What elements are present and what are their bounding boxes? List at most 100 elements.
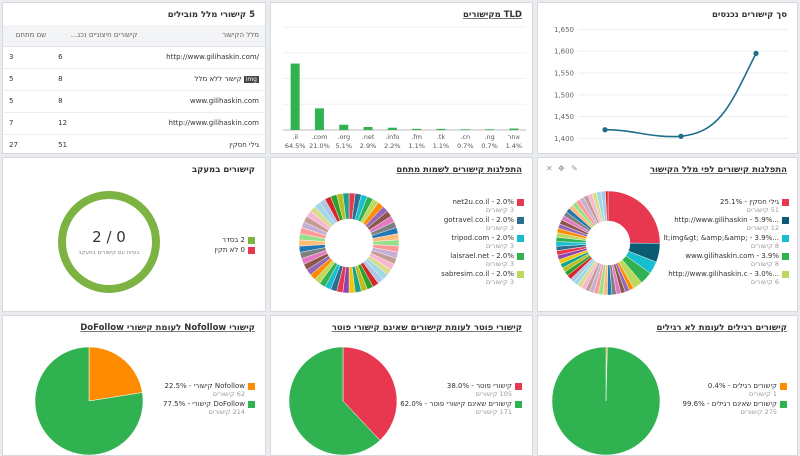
data-point[interactable] [602,127,608,133]
legend-count: 51 קישורים [746,206,779,214]
x-tick-label: .fm [411,133,422,141]
pie-slice[interactable] [342,346,398,441]
col-domains[interactable]: שם מתחם [3,25,53,47]
footer-pie-chart [288,346,398,455]
legend-item[interactable]: 0 לא תקין [214,246,255,254]
legend-item[interactable]: קישורים רגילים - 0.4% 1 קישורים [683,382,787,398]
legend-item[interactable]: www.gilihaskin.com - 3.9% 8 קישורים [663,252,789,268]
bar[interactable] [485,129,495,130]
legend-item[interactable]: קישורי פוטר - 38.0% 105 קישורים [400,382,522,398]
domains-count-cell: 3 [3,46,53,69]
bar[interactable] [314,108,324,130]
donut-slice[interactable] [605,190,609,222]
legend-swatch [248,383,255,390]
legend-label: net2u.co.il - 2.0% [452,198,515,206]
pie-slice[interactable] [88,346,143,402]
legend-count: 3 קישורים [485,224,514,232]
legend-item[interactable]: tripod.com - 2.0% 3 קישורים [441,234,524,250]
y-tick-label: 1,600 [554,48,574,56]
domains-count-cell: 7 [3,112,53,135]
anchor-text: קישור ללא מלל [194,75,242,83]
table-header-row: מלל הקישור קישורים חיצוניים נכנ... שם מת… [3,25,265,47]
table-row[interactable]: imgקישור ללא מלל 8 5 [3,68,265,91]
legend-count: 171 קישורים [475,408,512,416]
x-tick-label: .org [337,133,350,141]
legend-label: קישורים רגילים - 0.4% [707,382,777,390]
data-point[interactable] [678,133,684,139]
legend-item[interactable]: ...http://www.gilihaskin.c - 3.0% 6 קישור… [663,270,789,286]
legend-count: 214 קישורים [208,408,245,416]
links-count-cell: 51 [52,134,144,153]
bar[interactable] [460,129,470,130]
domains-donut-card: התפלגות קישורים לשמות מתחם net2u.co.il -… [270,157,533,312]
bar[interactable] [339,124,349,130]
bar[interactable] [363,127,373,130]
legend-item[interactable]: gotravel.co.il - 2.0% 3 קישורים [441,216,524,232]
legend-item[interactable]: קישורים שאינם קישורי פוטר - 62.0% 171 קיש… [400,400,522,416]
data-label: 1.1% [408,142,425,150]
x-tick-label: .cn [460,133,470,141]
data-label: 0.7% [457,142,474,150]
ring-ok [58,191,160,293]
dofollow-pie-chart [34,346,144,455]
anchor-text-cell: גילי חסקין [143,134,265,153]
legend-swatch [780,383,787,390]
close-icon[interactable]: ✕ [546,164,553,173]
bar[interactable] [387,127,397,130]
table-row[interactable]: www.gilihaskin.com 8 5 [3,90,265,113]
legend-count: 105 קישורים [475,390,512,398]
legend-item[interactable]: Nofollow קישורי - 22.5% 62 קישורים [163,382,255,398]
col-external-links[interactable]: קישורים חיצוניים נכנ... [52,25,144,47]
legend-swatch [782,271,789,278]
legend-item[interactable]: קישורים שאינם רגילים - 99.6% 275 קישורים [683,400,787,416]
pie-slice[interactable] [551,346,661,455]
legend-item[interactable]: 2 בסדר [214,236,255,244]
legend-item[interactable]: DoFollow קישורי - 77.5% 214 קישורים [163,400,255,416]
table-row[interactable]: http://www.gilihaskin.com/6 3 [3,46,265,69]
incoming-card: סך קישורים נכנסים 1,650 1,600 1,550 1,500 1,… [537,2,798,154]
donut-slice[interactable] [607,190,661,244]
tracked-title: קישורים במעקב [191,165,255,175]
legend-label: laisrael.net - 2.0% [450,252,514,260]
x-tick-label: .net [362,133,375,141]
edit-icon[interactable]: ✎ [571,164,578,173]
tld-card: TLD מקישורים .il 64.5% .com 21.0% .org 5.1% .n… [270,2,533,154]
bar[interactable] [509,128,519,130]
tracked-ring [58,191,160,293]
bar[interactable] [290,63,300,130]
pie-slice[interactable] [288,346,381,455]
move-icon[interactable]: ✥ [558,164,565,173]
legend-label: gotravel.co.il - 2.0% [443,216,514,224]
bar[interactable] [436,128,446,130]
legend-count: 1 קישורים [748,390,777,398]
table-row[interactable]: גילי חסקין 51 27 [3,134,265,153]
legend-label: sabresim.co.il - 2.0% [441,270,514,278]
tld-title: TLD מקישורים [462,10,522,20]
legend-item[interactable]: sabresim.co.il - 2.0% 3 קישורים [441,270,524,286]
col-anchor-text[interactable]: מלל הקישור [143,25,265,47]
domains-donut-title: התפלגות קישורים לשמות מתחם [396,165,522,175]
legend-swatch [517,199,524,206]
legend-swatch [515,383,522,390]
links-count-cell: 6 [52,46,144,69]
legend-item[interactable]: ...lt;img&gt; &amp;&amp; - 3.9% 8 קישורים [663,234,789,250]
legend-item[interactable]: net2u.co.il - 2.0% 3 קישורים [441,198,524,214]
anchor-text: http://www.gilihaskin.com [168,119,259,127]
legend-item[interactable]: גילי חסקין - 25.1% 51 קישורים [663,198,789,214]
data-label: 2.2% [384,142,401,150]
bar[interactable] [412,128,422,130]
legend-label: Nofollow קישורי - 22.5% [164,382,245,390]
data-label: 5.1% [335,142,352,150]
legend-swatch [782,235,789,242]
donut-slice[interactable] [342,192,350,220]
data-point[interactable] [753,50,759,56]
legend-count: 62 קישורים [212,390,245,398]
anchor-text-cell: www.gilihaskin.com [143,90,265,113]
legend-item[interactable]: ...http://www.gilihaskin - 5.9% 12 קישורי… [663,216,789,232]
table-row[interactable]: http://www.gilihaskin.com 12 7 [3,112,265,135]
legend-count: 3 קישורים [485,260,514,268]
links-table-title: 5 קישורי מלל מובילים [167,10,255,20]
legend-count: 8 קישורים [750,260,779,268]
legend-item[interactable]: laisrael.net - 2.0% 3 קישורים [441,252,524,268]
pie-slice[interactable] [34,346,144,455]
